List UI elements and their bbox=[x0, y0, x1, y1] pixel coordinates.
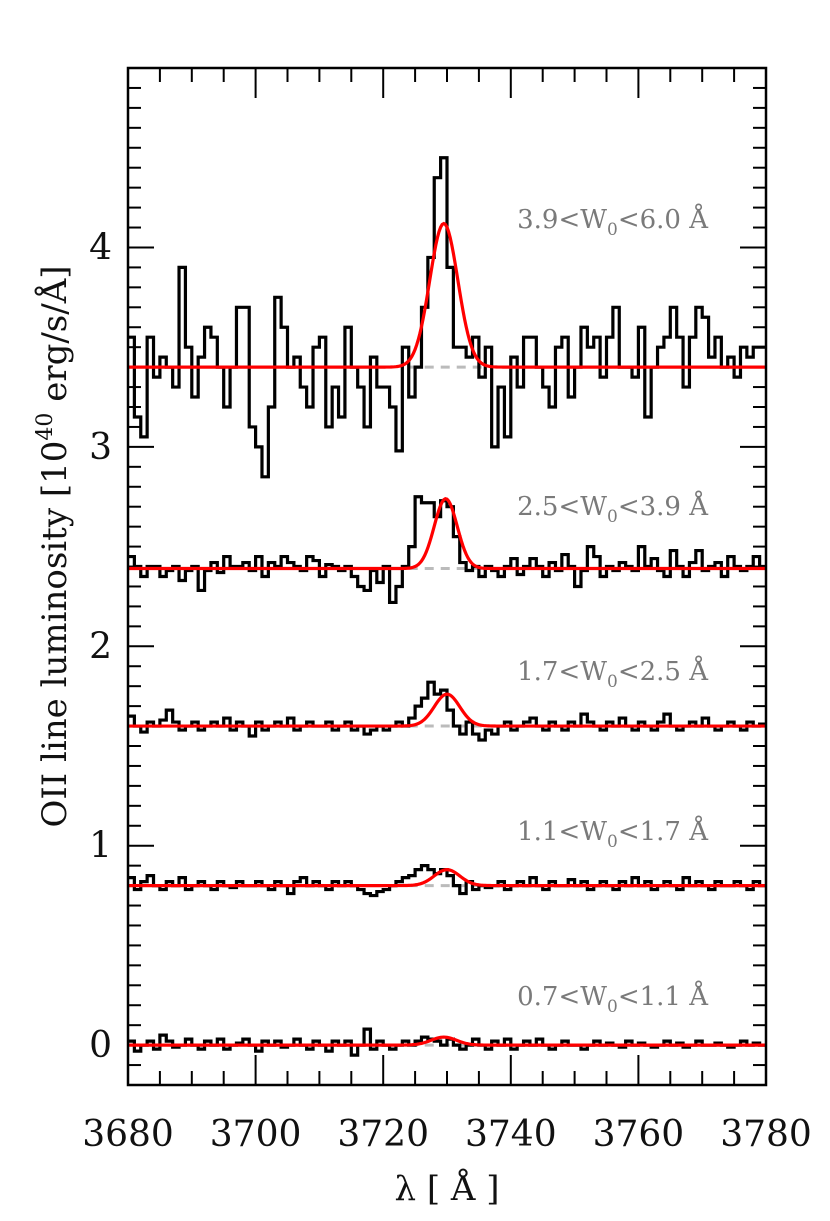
y-tick-label: 1 bbox=[89, 826, 112, 867]
y-axis-title-suffix: erg/s/Å] bbox=[34, 265, 75, 412]
spectrum-histogram bbox=[128, 495, 766, 605]
spectrum-histogram bbox=[128, 680, 766, 742]
panel-label: 0.7<W0<1.1 Å bbox=[517, 980, 709, 1017]
x-tick-label: 3720 bbox=[337, 1114, 429, 1155]
y-tick-label: 0 bbox=[89, 1025, 112, 1066]
y-tick-label: 2 bbox=[89, 626, 112, 667]
gaussian-fit-line bbox=[128, 1035, 766, 1047]
y-tick-label: 4 bbox=[89, 227, 112, 268]
panel-label: 3.9<W0<6.0 Å bbox=[517, 203, 709, 240]
plot-frame bbox=[126, 66, 768, 1087]
panel-label: 1.1<W0<1.7 Å bbox=[517, 815, 709, 852]
spectra-group bbox=[128, 156, 766, 1057]
x-tick-label: 3700 bbox=[210, 1114, 302, 1155]
x-tick-label: 3780 bbox=[720, 1114, 812, 1155]
y-axis-title-exponent: 40 bbox=[33, 413, 58, 441]
gaussian-fit-line bbox=[128, 497, 766, 571]
y-axis-title: OII line luminosity [1040 erg/s/Å] bbox=[33, 265, 75, 827]
y-axis-title-prefix: OII line luminosity [10 bbox=[35, 441, 75, 828]
spectrum-histogram bbox=[128, 1027, 766, 1057]
gaussian-fit-line bbox=[128, 692, 766, 728]
gaussian-fit-line bbox=[128, 221, 766, 369]
x-tick-label: 3760 bbox=[593, 1114, 685, 1155]
x-tick-label: 3680 bbox=[82, 1114, 174, 1155]
panel-annotations: 3.9<W0<6.0 Å 2.5<W0<3.9 Å 1.7<W0<2.5 Å 1.1<… bbox=[517, 203, 709, 1017]
panel-label: 2.5<W0<3.9 Å bbox=[517, 490, 709, 527]
panel-label: 1.7<W0<2.5 Å bbox=[517, 655, 709, 692]
y-tick-label: 3 bbox=[89, 427, 112, 468]
axis-ticks bbox=[127, 68, 767, 1086]
tick-labels: 3680 3700 3720 3740 3760 3780 0 1 2 3 4 bbox=[82, 227, 812, 1155]
x-axis-title: λ [ Å ] bbox=[394, 1168, 499, 1209]
x-tick-label: 3740 bbox=[465, 1114, 557, 1155]
gaussian-fit-line bbox=[128, 868, 766, 888]
